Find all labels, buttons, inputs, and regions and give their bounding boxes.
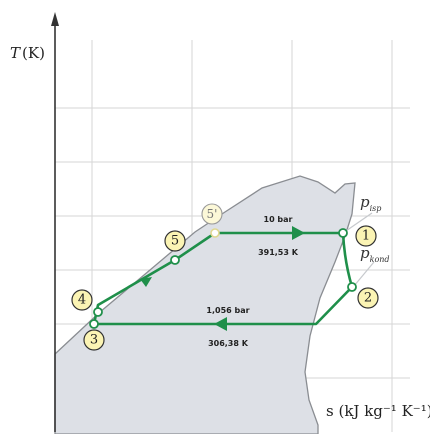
y-axis-arrow [51,12,59,26]
state-label: 5 [171,234,179,249]
state-badge-1: 1 [355,225,377,247]
thermodynamic-cycle [89,226,357,331]
state-badge-4: 4 [71,289,93,311]
isobar-p-isp [342,212,373,234]
state-badge-5: 5 [164,230,186,252]
state-label: 4 [78,293,86,308]
low-pressure-label: 1,056 bar [206,306,249,315]
state-badge-3: 3 [83,329,105,351]
x-axis-label: s (kJ kg⁻¹ K⁻¹) [326,402,430,420]
state-point-3 [89,319,99,329]
state-point-1 [338,228,348,238]
low-temperature-label: 306,38 K [208,339,249,348]
state-label: 1 [362,229,370,244]
y-axis-label: T (K) [10,44,45,62]
state-label: 3 [90,333,98,348]
high-temperature-label: 391,53 K [258,248,299,257]
state-point-2 [347,282,357,292]
state-label: 2 [364,291,372,306]
state-badge-5-prime: 5' [201,203,223,225]
p-isp-label: pisp [360,193,381,213]
p-kond-label: pkond [360,244,390,264]
state-point-5-prime [210,228,220,238]
state-label: 5' [207,207,218,221]
isobar-p-kond [353,261,375,287]
high-pressure-label: 10 bar [264,215,293,224]
state-point-4 [93,307,103,317]
flow-arrow-up [140,277,152,287]
flow-arrow-right [292,226,305,240]
state-badge-2: 2 [357,287,379,309]
state-point-5 [170,255,180,265]
flow-arrow-left [214,317,227,331]
